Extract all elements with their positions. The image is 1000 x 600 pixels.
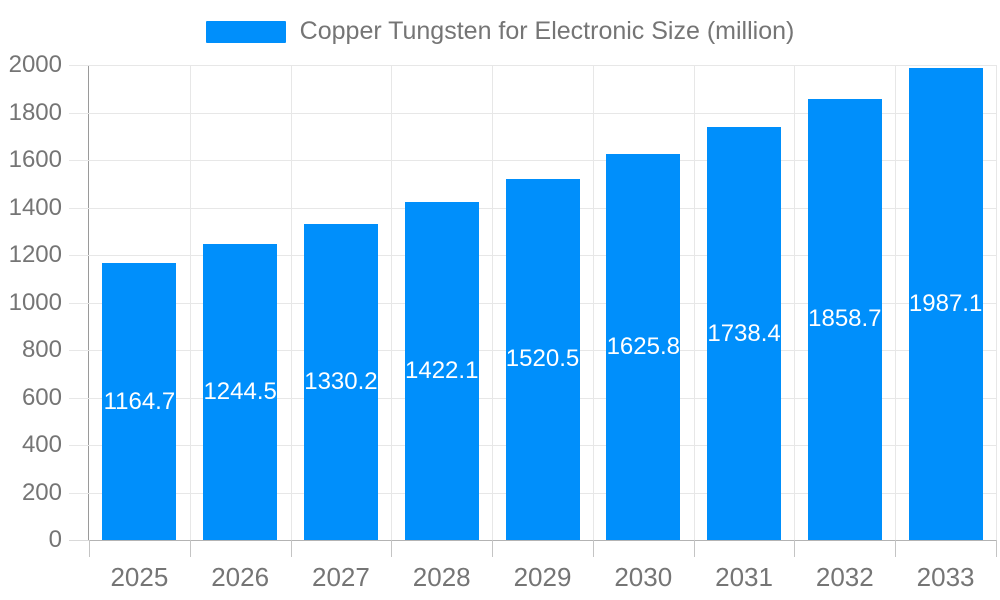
x-axis-label: 2029: [513, 562, 572, 592]
x-tick: [693, 540, 695, 557]
x-axis-label: 2026: [211, 562, 270, 592]
y-axis-label: 200: [21, 478, 62, 506]
bar-value-label: 1164.7: [103, 387, 176, 415]
x-gridline: [391, 65, 393, 540]
bar[interactable]: 1858.7: [807, 98, 882, 540]
x-axis-line: [88, 540, 997, 541]
x-axis-label: 2031: [715, 562, 773, 592]
x-gridline: [794, 65, 796, 540]
x-axis-label: 2028: [412, 562, 471, 592]
bar-value-label: 1520.5: [505, 345, 580, 373]
bar[interactable]: 1244.5: [203, 244, 278, 540]
x-gridline: [895, 65, 897, 540]
bar-value-label: 1244.5: [203, 378, 277, 406]
x-gridline: [996, 65, 997, 540]
x-axis-label: 2025: [110, 562, 169, 592]
x-axis-label: 2030: [614, 562, 673, 592]
y-axis-label: 1800: [8, 98, 62, 126]
x-gridline: [592, 65, 594, 540]
y-axis-label: 400: [21, 431, 62, 458]
x-axis-label: 2032: [815, 562, 874, 592]
y-gridline: [69, 65, 996, 66]
y-gridline: [69, 112, 996, 114]
x-tick: [492, 540, 494, 557]
y-axis-label: 1400: [8, 193, 62, 221]
bar[interactable]: 1738.4: [707, 127, 782, 540]
x-tick: [189, 540, 191, 557]
x-gridline: [189, 65, 191, 540]
y-axis-label: 1200: [8, 241, 62, 268]
bar[interactable]: 1625.8: [606, 153, 681, 540]
legend: Copper Tungsten for Electronic Size (mil…: [0, 18, 1000, 45]
bar[interactable]: 1987.1: [908, 68, 983, 540]
x-tick: [592, 540, 594, 557]
y-gridline: [69, 160, 996, 161]
bar[interactable]: 1164.7: [102, 263, 177, 540]
bar-value-label: 1987.1: [908, 290, 983, 318]
x-tick: [391, 540, 393, 557]
y-axis-label: 1000: [8, 288, 62, 316]
bar-value-label: 1738.4: [707, 319, 781, 347]
x-gridline: [492, 65, 494, 540]
legend-series-swatch[interactable]: [205, 20, 286, 43]
y-axis-label: 2000: [8, 51, 62, 78]
x-tick: [996, 540, 997, 557]
bar[interactable]: 1520.5: [505, 178, 580, 540]
x-gridline: [290, 65, 292, 540]
x-gridline: [693, 65, 695, 540]
y-axis-label: 1600: [8, 146, 62, 173]
y-axis-label: 600: [21, 383, 62, 411]
bar[interactable]: 1330.2: [303, 224, 378, 540]
bar-value-label: 1330.2: [304, 368, 378, 396]
x-tick: [794, 540, 796, 557]
y-axis-label: 0: [48, 526, 62, 553]
y-axis-label: 800: [21, 336, 62, 363]
x-tick: [89, 540, 90, 557]
plot-area: 0 200 400 600 800 1000 1200 1400 1600 1800 2000 116…: [9, 52, 997, 591]
x-axis-label: 2027: [312, 562, 370, 592]
legend-series-label[interactable]: Copper Tungsten for Electronic Size (mil…: [299, 17, 795, 45]
x-axis-label: 2033: [916, 562, 975, 592]
y-tick: [69, 540, 89, 541]
bar-value-label: 1422.1: [405, 357, 479, 385]
x-tick: [895, 540, 897, 557]
bar-value-label: 1858.7: [808, 305, 882, 333]
bar-value-label: 1625.8: [606, 332, 680, 360]
x-tick: [290, 540, 292, 557]
bar[interactable]: 1422.1: [404, 202, 479, 540]
